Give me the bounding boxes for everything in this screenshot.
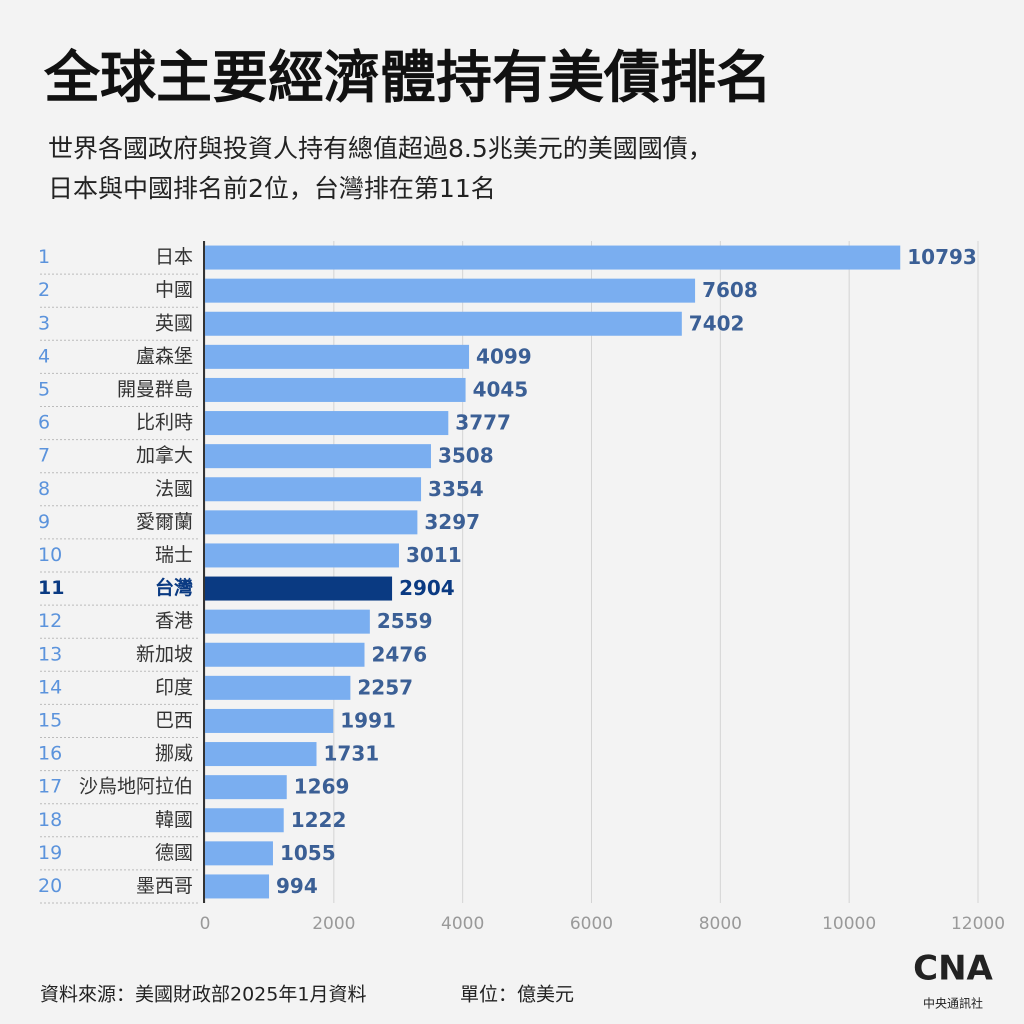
- bar: [205, 444, 431, 469]
- rank-label: 7: [38, 445, 50, 467]
- x-tick-label: 4000: [441, 914, 484, 934]
- value-label: 1991: [340, 708, 396, 732]
- value-label: 7608: [702, 278, 758, 302]
- bar: [205, 245, 901, 270]
- bar: [205, 708, 334, 733]
- rank-label: 14: [38, 676, 62, 698]
- chart-title: 全球主要經濟體持有美債排名: [43, 46, 772, 111]
- category-label: 愛爾蘭: [136, 511, 193, 533]
- rank-label: 13: [38, 643, 62, 665]
- value-label: 3011: [406, 543, 462, 567]
- bar: [205, 510, 418, 535]
- category-label: 沙烏地阿拉伯: [79, 776, 193, 798]
- bar: [205, 576, 393, 601]
- value-label: 4099: [476, 344, 532, 368]
- category-label: 台灣: [155, 576, 193, 599]
- value-label: 3297: [424, 510, 480, 534]
- value-label: 1269: [294, 775, 350, 799]
- x-tick-label: 12000: [951, 914, 1005, 934]
- value-label: 3354: [428, 477, 484, 501]
- category-label: 中國: [155, 279, 193, 301]
- value-label: 2904: [399, 576, 455, 600]
- value-label: 1731: [324, 742, 380, 766]
- value-label: 10793: [907, 245, 977, 269]
- bar: [205, 874, 270, 899]
- bar: [205, 675, 351, 700]
- category-label: 印度: [155, 676, 193, 698]
- rank-label: 19: [38, 842, 62, 864]
- value-label: 1055: [280, 841, 336, 865]
- category-label: 挪威: [155, 743, 193, 765]
- category-label: 德國: [155, 842, 193, 864]
- category-label: 巴西: [155, 709, 193, 731]
- bar: [205, 841, 273, 866]
- bar: [205, 278, 696, 303]
- category-label: 墨西哥: [136, 875, 193, 897]
- bar: [205, 543, 399, 568]
- rank-label: 15: [38, 709, 62, 731]
- category-label: 新加坡: [136, 643, 193, 665]
- category-label: 加拿大: [136, 444, 193, 467]
- value-label: 3777: [455, 411, 511, 435]
- category-label: 法國: [155, 478, 193, 500]
- rank-label: 18: [38, 809, 62, 831]
- rank-label: 10: [38, 544, 62, 566]
- category-label: 盧森堡: [136, 345, 193, 367]
- x-tick-label: 0: [200, 914, 211, 934]
- category-label: 瑞士: [155, 544, 193, 566]
- value-label: 3508: [438, 444, 494, 468]
- x-tick-label: 2000: [312, 914, 355, 934]
- value-label: 7402: [689, 311, 745, 335]
- category-label: 韓國: [155, 809, 193, 831]
- bar: [205, 344, 470, 369]
- logo-name: 中央通訊社: [923, 996, 983, 1011]
- rank-label: 6: [38, 412, 50, 434]
- rank-label: 9: [38, 511, 50, 533]
- subtitle: 日本與中國排名前2位，台灣排在第11名: [48, 174, 496, 203]
- logo: CNA 中央通訊社: [913, 949, 993, 1011]
- rank-label: 1: [38, 246, 50, 268]
- bar: [205, 609, 370, 634]
- bar: [205, 311, 682, 336]
- x-tick-label: 6000: [570, 914, 613, 934]
- bar: [205, 742, 317, 767]
- bar: [205, 411, 449, 436]
- x-tick-label: 10000: [822, 914, 876, 934]
- bar: [205, 775, 287, 800]
- logo-mark: CNA: [913, 949, 993, 989]
- bar: [205, 808, 284, 833]
- rank-label: 4: [38, 345, 50, 367]
- rank-label: 20: [38, 875, 62, 897]
- rank-label: 8: [38, 478, 50, 500]
- value-label: 2476: [371, 642, 427, 666]
- rank-label: 2: [38, 279, 50, 301]
- value-label: 1222: [291, 808, 347, 832]
- source: 資料來源：美國財政部2025年1月資料: [40, 984, 366, 1006]
- unit: 單位：億美元: [460, 984, 574, 1006]
- rank-label: 11: [38, 577, 64, 599]
- category-label: 比利時: [136, 412, 193, 434]
- value-label: 994: [276, 874, 318, 898]
- category-label: 日本: [155, 246, 193, 268]
- x-tick-label: 8000: [699, 914, 742, 934]
- rank-label: 16: [38, 743, 62, 765]
- subtitle: 世界各國政府與投資人持有總值超過8.5兆美元的美國國債，: [48, 134, 713, 163]
- bar: [205, 477, 422, 502]
- value-label: 2257: [357, 675, 413, 699]
- rank-label: 3: [38, 312, 50, 334]
- rank-label: 17: [38, 776, 62, 798]
- value-label: 2559: [377, 609, 433, 633]
- rank-label: 12: [38, 610, 62, 632]
- category-label: 香港: [155, 610, 193, 632]
- category-label: 開曼群島: [117, 378, 193, 400]
- value-label: 4045: [473, 377, 529, 401]
- bar: [205, 642, 365, 667]
- rank-label: 5: [38, 378, 50, 400]
- bar: [205, 377, 466, 402]
- category-label: 英國: [155, 312, 193, 334]
